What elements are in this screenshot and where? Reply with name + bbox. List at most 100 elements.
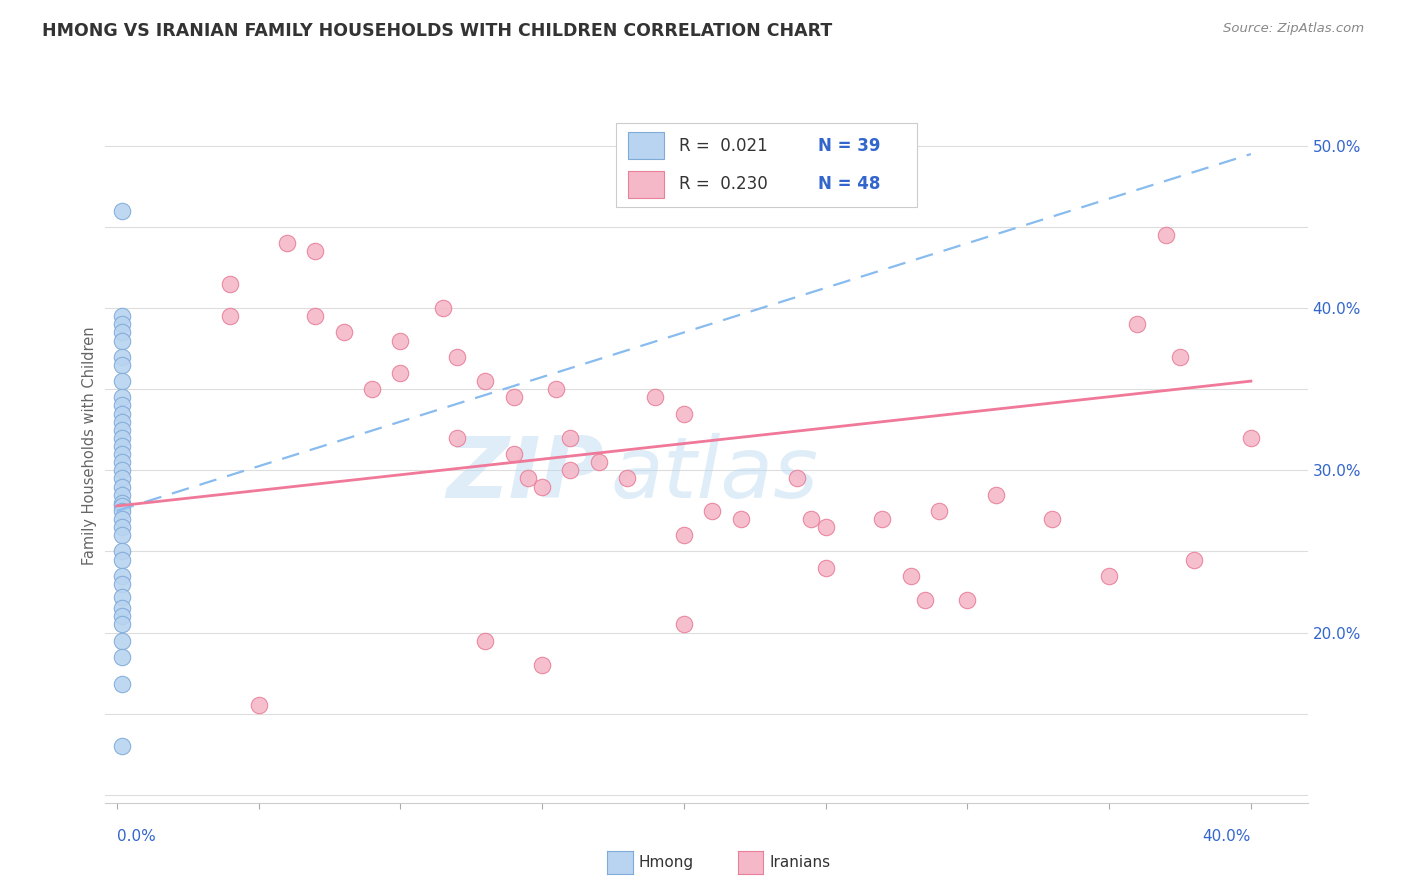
- Point: [111, 479, 134, 493]
- Point: [1098, 568, 1121, 582]
- Point: [432, 301, 454, 315]
- Point: [304, 244, 326, 259]
- Point: [111, 496, 134, 510]
- Point: [111, 617, 134, 632]
- Point: [814, 560, 837, 574]
- Point: [1182, 552, 1205, 566]
- Point: [111, 374, 134, 388]
- Point: [672, 407, 695, 421]
- Text: N = 48: N = 48: [818, 175, 880, 193]
- Point: [389, 366, 412, 380]
- Point: [111, 512, 134, 526]
- Point: [361, 382, 384, 396]
- Point: [672, 617, 695, 632]
- Point: [247, 698, 270, 713]
- Point: [588, 455, 610, 469]
- Point: [219, 310, 242, 324]
- Point: [219, 277, 242, 291]
- Point: [984, 488, 1007, 502]
- Text: atlas: atlas: [610, 433, 818, 516]
- Point: [389, 334, 412, 348]
- Point: [900, 568, 922, 582]
- Point: [446, 431, 468, 445]
- Point: [111, 431, 134, 445]
- Point: [111, 407, 134, 421]
- Point: [111, 520, 134, 534]
- Text: N = 39: N = 39: [818, 136, 880, 154]
- Point: [276, 236, 298, 251]
- Point: [111, 390, 134, 404]
- Point: [560, 463, 582, 477]
- Point: [672, 528, 695, 542]
- Point: [446, 350, 468, 364]
- Point: [111, 504, 134, 518]
- Point: [560, 431, 582, 445]
- Point: [111, 455, 134, 469]
- Point: [546, 382, 568, 396]
- Point: [111, 423, 134, 437]
- Point: [111, 590, 134, 604]
- Point: [111, 739, 134, 753]
- Point: [111, 471, 134, 485]
- Point: [474, 374, 496, 388]
- Point: [786, 471, 808, 485]
- Point: [1126, 318, 1149, 332]
- Text: Iranians: Iranians: [769, 855, 830, 870]
- Point: [516, 471, 538, 485]
- Point: [914, 593, 936, 607]
- FancyBboxPatch shape: [628, 132, 665, 159]
- Point: [111, 447, 134, 461]
- Point: [111, 463, 134, 477]
- Point: [956, 593, 979, 607]
- Point: [800, 512, 823, 526]
- Point: [332, 326, 354, 340]
- Point: [111, 358, 134, 372]
- Point: [111, 633, 134, 648]
- Point: [111, 350, 134, 364]
- Point: [1240, 431, 1263, 445]
- Point: [111, 415, 134, 429]
- Point: [872, 512, 894, 526]
- Point: [644, 390, 666, 404]
- Text: Source: ZipAtlas.com: Source: ZipAtlas.com: [1223, 22, 1364, 36]
- Point: [111, 577, 134, 591]
- Text: ZIP: ZIP: [447, 433, 605, 516]
- Point: [111, 488, 134, 502]
- Point: [474, 633, 496, 648]
- Point: [1042, 512, 1064, 526]
- Point: [730, 512, 752, 526]
- Point: [928, 504, 950, 518]
- Point: [502, 447, 524, 461]
- Point: [111, 499, 134, 513]
- Point: [111, 677, 134, 691]
- Text: 40.0%: 40.0%: [1202, 829, 1251, 844]
- Text: HMONG VS IRANIAN FAMILY HOUSEHOLDS WITH CHILDREN CORRELATION CHART: HMONG VS IRANIAN FAMILY HOUSEHOLDS WITH …: [42, 22, 832, 40]
- Point: [111, 544, 134, 558]
- Point: [1168, 350, 1191, 364]
- Point: [702, 504, 724, 518]
- Point: [616, 471, 638, 485]
- Point: [814, 520, 837, 534]
- Point: [111, 552, 134, 566]
- Point: [1154, 228, 1177, 243]
- Point: [111, 439, 134, 453]
- Point: [111, 326, 134, 340]
- Point: [531, 657, 554, 672]
- Text: Hmong: Hmong: [638, 855, 693, 870]
- Point: [531, 479, 554, 493]
- Y-axis label: Family Households with Children: Family Households with Children: [82, 326, 97, 566]
- FancyBboxPatch shape: [616, 123, 917, 207]
- Point: [111, 649, 134, 664]
- Point: [111, 601, 134, 615]
- Point: [111, 399, 134, 413]
- Text: 0.0%: 0.0%: [117, 829, 156, 844]
- Point: [111, 528, 134, 542]
- Point: [111, 609, 134, 624]
- FancyBboxPatch shape: [628, 170, 665, 198]
- Point: [111, 568, 134, 582]
- Point: [111, 310, 134, 324]
- Text: R =  0.021: R = 0.021: [679, 136, 768, 154]
- Text: R =  0.230: R = 0.230: [679, 175, 768, 193]
- Point: [502, 390, 524, 404]
- Point: [111, 203, 134, 218]
